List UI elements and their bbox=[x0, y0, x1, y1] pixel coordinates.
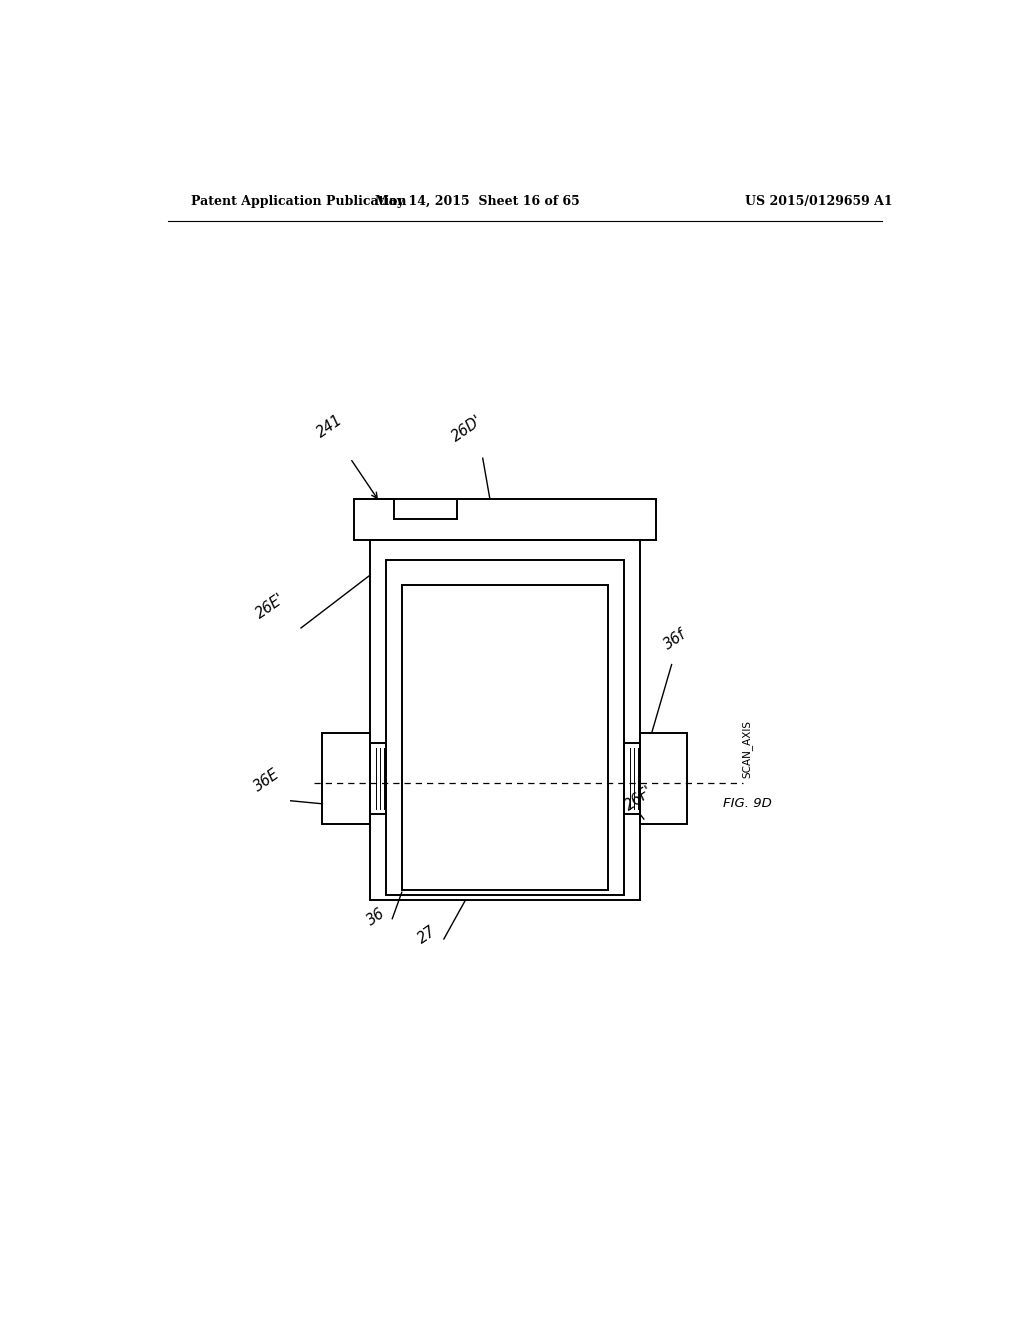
Text: Patent Application Publication: Patent Application Publication bbox=[191, 194, 407, 207]
Text: 26D': 26D' bbox=[450, 412, 485, 444]
Text: SCAN_AXIS: SCAN_AXIS bbox=[741, 721, 753, 779]
Text: US 2015/0129659 A1: US 2015/0129659 A1 bbox=[744, 194, 892, 207]
Text: 36f: 36f bbox=[662, 627, 689, 652]
Text: 26F': 26F' bbox=[622, 784, 655, 814]
Text: 27: 27 bbox=[416, 923, 439, 946]
Text: 36E: 36E bbox=[251, 767, 283, 795]
Text: 241: 241 bbox=[314, 413, 346, 441]
Text: FIG. 9D: FIG. 9D bbox=[723, 797, 771, 810]
Text: 26E': 26E' bbox=[253, 591, 288, 622]
Text: May 14, 2015  Sheet 16 of 65: May 14, 2015 Sheet 16 of 65 bbox=[375, 194, 580, 207]
Text: 36: 36 bbox=[365, 906, 388, 929]
